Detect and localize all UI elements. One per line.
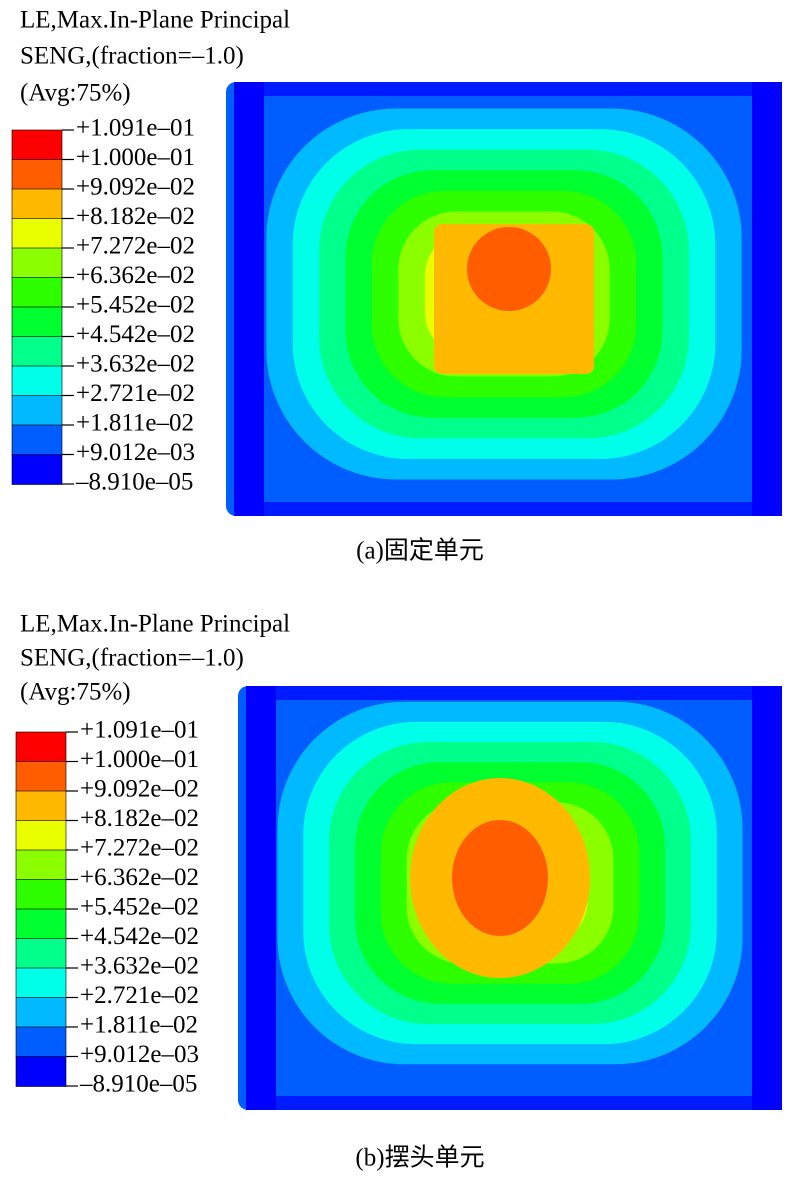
legend-label: +8.182e–02 xyxy=(80,805,199,832)
legend-title: (Avg:75%) xyxy=(20,679,131,706)
edge-strip xyxy=(276,1096,752,1110)
edge-strip xyxy=(264,502,752,516)
legend-label: +6.362e–02 xyxy=(80,864,199,891)
legend-label: +1.000e–01 xyxy=(76,144,195,171)
edge-strip xyxy=(234,82,264,516)
legend-title: SENG,(fraction=–1.0) xyxy=(20,645,244,672)
legend-label: +7.272e–02 xyxy=(80,835,199,862)
legend-swatch xyxy=(11,129,63,161)
legend-swatch xyxy=(15,938,67,969)
legend-swatch xyxy=(15,761,67,792)
legend-label: +9.012e–03 xyxy=(80,1041,199,1068)
legend-title: LE,Max.In-Plane Principal xyxy=(20,611,290,638)
legend-label: +7.272e–02 xyxy=(76,233,195,260)
legend-label: +2.721e–02 xyxy=(80,982,199,1009)
legend-label: +5.452e–02 xyxy=(76,292,195,319)
legend-swatch xyxy=(11,365,63,397)
legend-label: +2.721e–02 xyxy=(76,380,195,407)
legend-swatch xyxy=(11,336,63,367)
caption: (b)摆头单元 xyxy=(355,1144,484,1172)
legend-label: +9.092e–02 xyxy=(80,776,199,803)
contour-peak xyxy=(467,227,551,311)
legend-label: +1.091e–01 xyxy=(80,717,199,744)
legend-label: +1.000e–01 xyxy=(80,746,199,773)
edge-strip xyxy=(276,686,752,700)
legend-swatch xyxy=(11,454,63,485)
edge-strip xyxy=(264,82,752,96)
legend-label: +3.632e–02 xyxy=(80,953,199,980)
legend-swatch xyxy=(15,908,67,940)
legend-swatch xyxy=(15,849,67,881)
legend-label: +4.542e–02 xyxy=(80,923,199,950)
legend-swatch xyxy=(11,277,63,308)
legend-swatch xyxy=(15,820,67,851)
contour-peak xyxy=(452,820,548,936)
legend-label: +3.632e–02 xyxy=(76,351,195,378)
legend-label: –8.910e–05 xyxy=(79,1071,197,1098)
panel: LE,Max.In-Plane Principal SENG,(fraction=… xyxy=(11,7,782,565)
legend-title: SENG,(fraction=–1.0) xyxy=(20,43,244,70)
legend-swatch xyxy=(15,879,67,910)
legend-label: +8.182e–02 xyxy=(76,203,195,230)
legend-label: +6.362e–02 xyxy=(76,262,195,289)
edge-strip xyxy=(752,82,782,516)
legend-swatch xyxy=(15,1056,67,1087)
legend-label: +4.542e–02 xyxy=(76,321,195,348)
legend-swatch xyxy=(15,790,67,822)
legend-swatch xyxy=(15,997,67,1028)
legend-swatch xyxy=(15,967,67,999)
legend-label: +9.012e–03 xyxy=(76,439,195,466)
legend-title: LE,Max.In-Plane Principal xyxy=(20,7,290,34)
caption: (a)固定单元 xyxy=(356,537,484,565)
legend-label: +1.091e–01 xyxy=(76,115,195,142)
legend-swatch xyxy=(11,395,63,426)
legend-label: +1.811e–02 xyxy=(76,410,194,437)
legend-swatch xyxy=(11,218,63,249)
legend-title: (Avg:75%) xyxy=(20,80,131,107)
legend-swatch xyxy=(11,424,63,456)
legend-label: +5.452e–02 xyxy=(80,894,199,921)
legend-label: +9.092e–02 xyxy=(76,174,195,201)
legend-swatch xyxy=(11,159,63,190)
legend-swatch xyxy=(15,1026,67,1058)
legend-swatch xyxy=(15,731,67,763)
panel: LE,Max.In-Plane Principal SENG,(fraction=… xyxy=(15,611,782,1172)
legend-swatch xyxy=(11,306,63,338)
legend-label: +1.811e–02 xyxy=(80,1012,198,1039)
legend-label: –8.910e–05 xyxy=(75,469,193,496)
legend-swatch xyxy=(11,247,63,279)
edge-strip xyxy=(246,686,276,1110)
edge-strip xyxy=(752,686,782,1110)
legend-swatch xyxy=(11,188,63,220)
